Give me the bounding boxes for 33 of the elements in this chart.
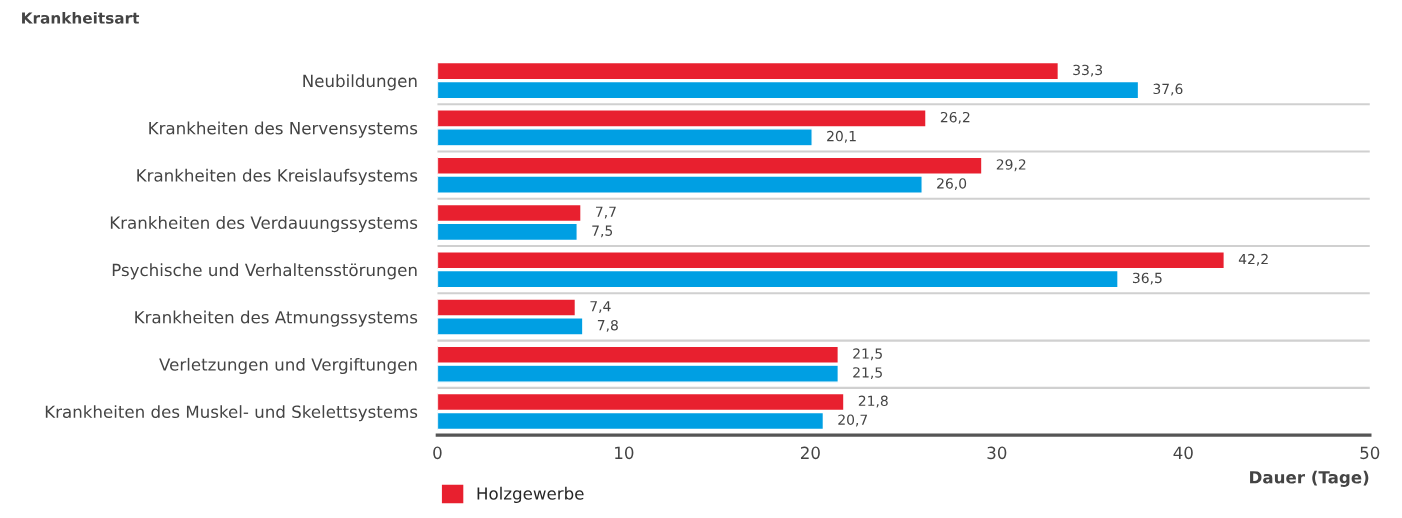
data-label: 29,2 — [996, 159, 1026, 172]
x-tick-label: 0 — [433, 446, 442, 460]
data-label: 26,2 — [940, 111, 970, 124]
x-tick-label: 40 — [1173, 446, 1193, 460]
data-label: 20,1 — [827, 130, 856, 143]
y-tick-label: Neubildungen — [303, 74, 417, 91]
y-tick-label: Krankheiten des Atmungssystems — [135, 310, 418, 327]
x-axis-title: Dauer (Tage) — [1250, 470, 1369, 487]
data-label: 7,7 — [596, 206, 616, 219]
data-label: 42,2 — [1238, 253, 1268, 266]
x-tick-label: 20 — [800, 446, 820, 460]
data-label: 36,5 — [1132, 272, 1162, 285]
data-label: 20,7 — [838, 414, 868, 427]
x-tick-label: 10 — [615, 446, 634, 460]
x-tick-label: 30 — [987, 446, 1007, 460]
data-label: 21,5 — [853, 367, 882, 380]
y-tick-label: Krankheiten des Kreislaufsystems — [137, 168, 418, 185]
y-axis-title: Krankheitsart — [22, 11, 140, 24]
data-label: 33,3 — [1073, 64, 1103, 77]
y-tick-label: Krankheiten des Muskel- und Skelettsystems — [45, 405, 418, 422]
y-tick-label: Krankheiten des Verdauungssystems — [110, 216, 418, 233]
y-tick-label: Psychische und Verhaltensstörungen — [112, 263, 417, 280]
x-tick-label: 50 — [1360, 446, 1380, 460]
data-label: 7,4 — [590, 301, 611, 313]
data-label: 21,5 — [853, 348, 882, 361]
data-label: 7,5 — [592, 225, 613, 238]
data-label: 7,8 — [597, 319, 618, 332]
y-tick-label: Verletzungen und Vergiftungen — [159, 357, 417, 375]
data-label: 21,8 — [858, 395, 888, 408]
legend-label: Holzgewerbe — [477, 486, 584, 503]
data-label: 26,0 — [937, 178, 967, 191]
y-tick-label: Krankheiten des Nervensystems — [149, 121, 418, 138]
data-label: 37,6 — [1153, 83, 1183, 96]
